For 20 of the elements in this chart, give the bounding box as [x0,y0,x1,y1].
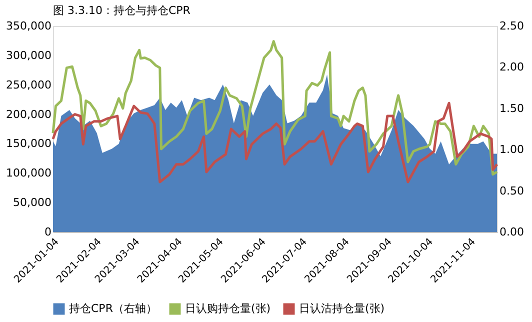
chart-title: 图 3.3.10：持仓与持仓CPR [53,4,191,17]
line-series [52,40,498,176]
y-tick-label: 200,000 [6,108,52,121]
y-tick-label: 250,000 [6,78,52,92]
y2-tick-label: 0.00 [500,226,524,238]
y2-tick-label: 2.00 [500,60,524,74]
legend-label: 日认购持仓量(张) [185,302,271,315]
y2-tick-label: 0.50 [500,184,524,198]
y2-tick-label: 1.50 [500,102,524,115]
y2-tick-label: 2.50 [500,20,524,32]
y-tick-label: 350,000 [6,20,52,32]
y-tick-label: 150,000 [6,137,52,150]
legend-label: 日认沽持仓量(张) [299,302,385,315]
line-series [52,102,498,184]
y2-tick-label: 1.00 [500,143,524,156]
y-tick-label: 0 [44,226,52,238]
y-tick-label: 300,000 [6,48,52,62]
y-tick-label: 50,000 [13,196,52,210]
y-tick-label: 100,000 [6,166,52,180]
legend-label: 持仓CPR（右轴） [69,302,157,315]
